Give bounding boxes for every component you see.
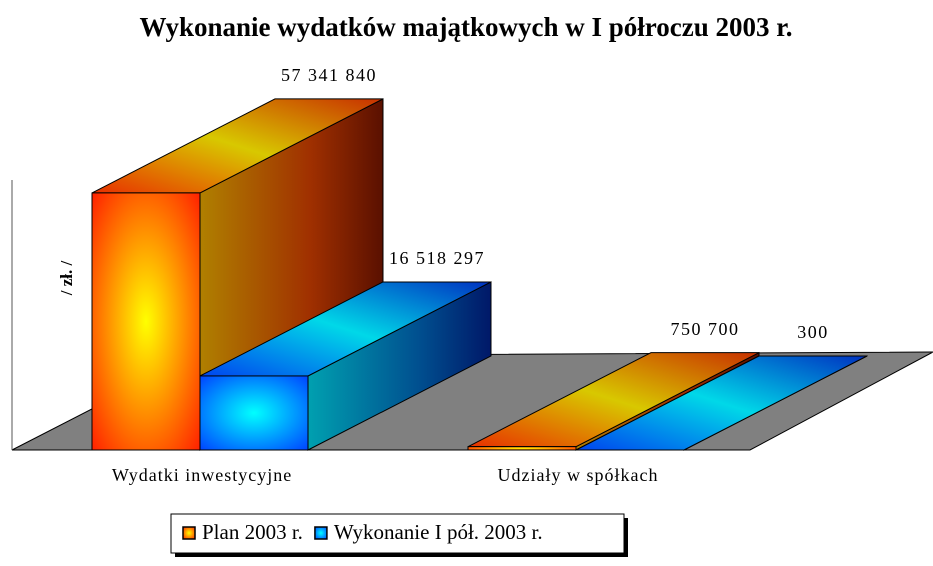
bar — [91, 192, 201, 451]
legend-swatch — [182, 526, 196, 540]
legend-swatch — [314, 526, 328, 540]
legend-label: Plan 2003 r. — [202, 520, 303, 544]
value-label: 57 341 840 — [281, 65, 377, 85]
x-tick-label: Wydatki inwestycyjne — [112, 465, 292, 485]
bar — [467, 446, 577, 451]
chart-title: Wykonanie wydatków majątkowych w I półro… — [139, 12, 792, 42]
bar — [199, 375, 309, 451]
x-tick-label: Udziały w spółkach — [498, 465, 659, 485]
y-axis-label: / zł. / — [57, 260, 76, 296]
value-label: 750 700 — [671, 319, 740, 339]
legend-label: Wykonanie I pół. 2003 r. — [334, 520, 543, 544]
value-label: 300 — [797, 322, 829, 342]
legend — [170, 513, 625, 554]
value-label: 16 518 297 — [389, 248, 485, 268]
